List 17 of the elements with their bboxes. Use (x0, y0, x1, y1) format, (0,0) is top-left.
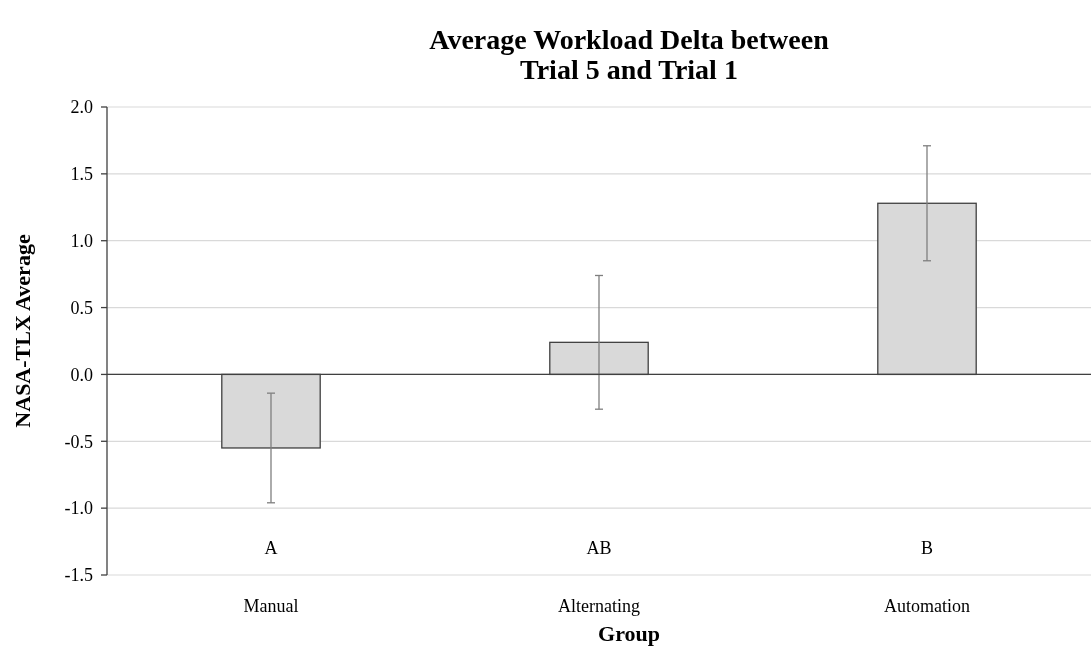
y-tick-label: -1.5 (64, 565, 93, 586)
annotation: B (920, 537, 934, 558)
x-axis-title: Group (598, 621, 660, 646)
y-tick-label: 0.5 (70, 297, 93, 318)
y-tick-label: 0.0 (70, 364, 93, 385)
annotation: A (264, 537, 278, 558)
y-tick-label: 2.0 (70, 97, 93, 118)
y-axis-title: NASA-TLX Average (10, 234, 35, 428)
y-tick-label: -0.5 (64, 431, 93, 452)
x-tick-label: Automation (884, 596, 970, 617)
y-tick-label: 1.0 (70, 231, 93, 252)
y-tick-label: 1.5 (70, 164, 93, 185)
annotation: AB (586, 537, 612, 558)
x-tick-label: Manual (243, 596, 299, 617)
chart-title: Average Workload Delta between Trial 5 and Trial 1 (429, 24, 830, 85)
x-tick-label: Alternating (558, 596, 640, 617)
y-tick-label: -1.0 (64, 498, 93, 519)
